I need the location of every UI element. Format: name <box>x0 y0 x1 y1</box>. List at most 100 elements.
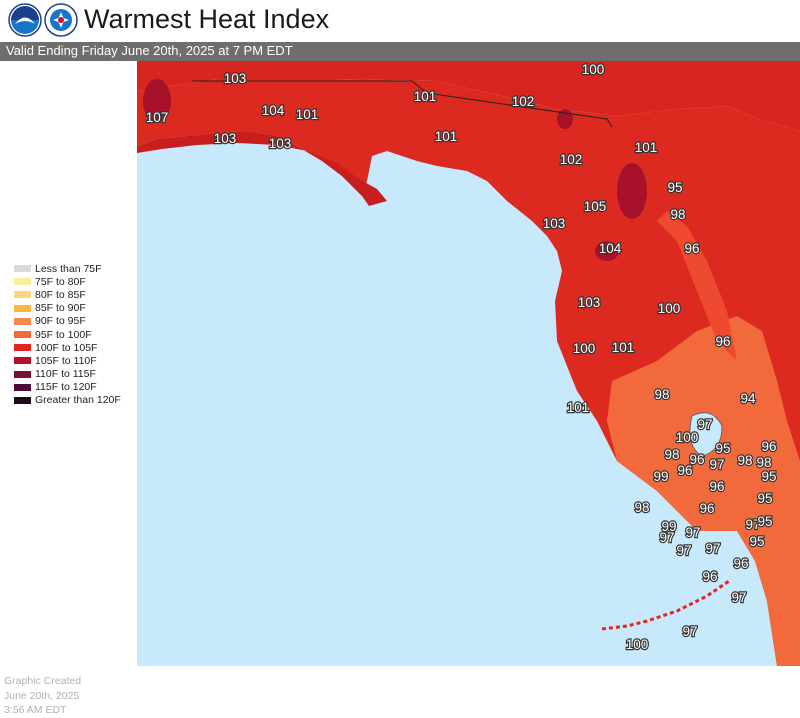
legend-item: Greater than 120F <box>14 394 121 407</box>
heat-index-value: 99 <box>653 469 668 484</box>
legend-item: 75F to 80F <box>14 275 121 288</box>
legend-item: 105F to 110F <box>14 354 121 367</box>
south-florida-warm <box>607 316 800 666</box>
heat-index-value: 99 <box>661 519 676 534</box>
heat-index-value: 96 <box>684 241 699 256</box>
georgia-alabama-land <box>137 61 800 131</box>
valid-time-text: Valid Ending Friday June 20th, 2025 at 7… <box>6 43 293 58</box>
heat-index-value: 97 <box>697 417 712 432</box>
east-coast-strip <box>657 211 737 361</box>
legend-item: Less than 75F <box>14 262 121 275</box>
legend-label: 85F to 90F <box>35 302 86 315</box>
heat-index-value: 96 <box>699 501 714 516</box>
legend-label: 90F to 95F <box>35 315 86 328</box>
heat-index-value: 97 <box>731 590 746 605</box>
heat-index-value: 95 <box>667 180 682 195</box>
heat-index-value: 104 <box>599 241 622 256</box>
legend-label: 80F to 85F <box>35 288 86 301</box>
legend: Less than 75F 75F to 80F 80F to 85F 85F to … <box>14 262 121 407</box>
heat-index-value: 97 <box>659 530 674 545</box>
heat-index-value: 103 <box>224 71 247 86</box>
legend-label: 95F to 100F <box>35 328 92 341</box>
heat-index-value: 101 <box>612 340 635 355</box>
heat-index-value: 104 <box>262 103 285 118</box>
legend-swatch <box>14 317 31 325</box>
heat-index-value: 97 <box>705 541 720 556</box>
heat-index-value: 100 <box>573 341 596 356</box>
legend-item: 110F to 115F <box>14 368 121 381</box>
page-title: Warmest Heat Index <box>84 4 330 34</box>
heat-index-value: 100 <box>626 637 649 652</box>
heat-index-value: 97 <box>685 525 700 540</box>
created-time: 3:56 AM EDT <box>4 704 67 716</box>
heat-index-value: 97 <box>745 517 760 532</box>
lake-okeechobee <box>689 412 723 457</box>
heat-index-value: 103 <box>214 131 237 146</box>
legend-item: 85F to 90F <box>14 302 121 315</box>
heat-index-value: 95 <box>761 469 776 484</box>
legend-swatch <box>14 278 31 286</box>
state-border <box>192 80 613 128</box>
map-canvas: 107 103 104 101 103 103 101 100 102 101 101 102 105 9… <box>137 61 800 666</box>
heat-index-value: 98 <box>664 447 679 462</box>
legend-item: 100F to 105F <box>14 341 121 354</box>
heat-index-value: 100 <box>658 301 681 316</box>
heat-index-value: 96 <box>689 452 704 467</box>
heat-index-value: 94 <box>740 391 756 406</box>
heat-index-value: 97 <box>709 457 724 472</box>
heat-index-value: 98 <box>756 455 771 470</box>
heat-index-value: 101 <box>567 400 590 415</box>
legend-label: 110F to 115F <box>35 368 96 381</box>
legend-swatch <box>14 370 31 378</box>
heat-index-value: 100 <box>676 430 699 445</box>
heat-index-value: 102 <box>512 94 535 109</box>
heat-index-value: 96 <box>677 463 692 478</box>
legend-swatch <box>14 291 31 299</box>
legend-label: 75F to 80F <box>35 275 86 288</box>
panhandle-coast <box>137 131 387 206</box>
valid-time-bar: Valid Ending Friday June 20th, 2025 at 7… <box>0 42 800 61</box>
legend-item: 115F to 120F <box>14 381 121 394</box>
legend-swatch <box>14 396 31 404</box>
legend-swatch <box>14 265 31 273</box>
heat-index-value: 98 <box>670 207 685 222</box>
heat-index-value: 98 <box>654 387 669 402</box>
legend-swatch <box>14 331 31 339</box>
heat-index-value: 96 <box>761 439 776 454</box>
legend-swatch <box>14 383 31 391</box>
created-label: Graphic Created <box>4 675 82 687</box>
legend-label: 105F to 110F <box>35 354 97 367</box>
heat-index-value: 95 <box>757 491 772 506</box>
heat-index-value: 97 <box>682 624 697 639</box>
legend-swatch <box>14 344 31 352</box>
florida-land-hot <box>137 79 800 666</box>
heat-index-value: 105 <box>584 199 607 214</box>
heat-index-value: 107 <box>146 110 169 125</box>
heat-index-value: 96 <box>702 569 717 584</box>
heat-index-value: 95 <box>757 514 772 529</box>
heat-index-value: 95 <box>749 534 764 549</box>
noaa-logo <box>8 3 42 37</box>
graphic-created-info: Graphic Created June 20th, 2025 3:56 AM … <box>4 674 81 718</box>
heat-index-value: 101 <box>296 107 319 122</box>
hotspot-central <box>595 241 619 261</box>
legend-item: 80F to 85F <box>14 288 121 301</box>
legend-label: Less than 75F <box>35 262 102 275</box>
legend-label: 100F to 105F <box>35 341 98 354</box>
legend-item: 95F to 100F <box>14 328 121 341</box>
heat-index-value: 95 <box>715 441 730 456</box>
heat-index-value: 96 <box>715 334 730 349</box>
legend-swatch <box>14 304 31 312</box>
legend-swatch <box>14 357 31 365</box>
heat-index-value: 98 <box>737 453 752 468</box>
heat-index-value: 96 <box>733 556 748 571</box>
heat-index-value: 96 <box>709 479 724 494</box>
legend-label: Greater than 120F <box>35 394 121 407</box>
created-date: June 20th, 2025 <box>4 689 80 702</box>
heat-index-value: 103 <box>269 136 292 151</box>
heat-index-value: 101 <box>414 89 437 104</box>
nws-logo <box>44 3 78 37</box>
heat-index-labels: 107 103 104 101 103 103 101 100 102 101 101 102 105 9… <box>145 61 778 653</box>
heat-index-value: 103 <box>543 216 566 231</box>
heat-index-map[interactable]: 107 103 104 101 103 103 101 100 102 101 101 102 105 9… <box>137 61 800 666</box>
